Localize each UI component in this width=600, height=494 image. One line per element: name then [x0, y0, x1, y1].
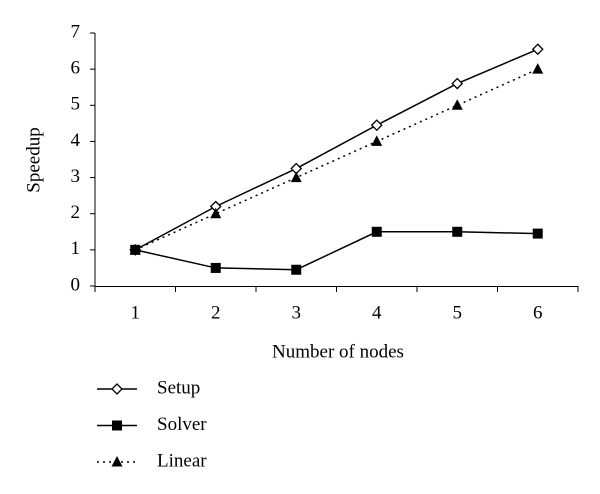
marker [451, 99, 463, 110]
series-line [135, 231, 538, 271]
x-tick-label: 6 [533, 302, 543, 323]
marker [129, 243, 141, 255]
marker [451, 77, 464, 90]
legend-label: Solver [157, 414, 207, 435]
x-tick-label: 3 [292, 302, 302, 323]
legend-label: Linear [157, 450, 207, 471]
y-tick-label: 5 [71, 94, 81, 115]
marker [532, 228, 543, 239]
marker [371, 226, 382, 237]
marker [532, 63, 544, 74]
series-line [134, 68, 539, 251]
marker [210, 262, 221, 273]
marker [371, 135, 383, 146]
x-tick-label: 5 [453, 302, 463, 323]
marker [290, 171, 302, 183]
y-tick-label: 2 [71, 202, 81, 223]
marker [210, 207, 222, 219]
marker [112, 420, 122, 431]
marker [111, 383, 123, 395]
series-line [134, 48, 539, 251]
y-tick-label: 1 [71, 238, 81, 259]
marker [531, 43, 544, 56]
x-axis-label: Number of nodes [272, 341, 404, 362]
x-tick-label: 1 [131, 302, 141, 323]
legend-label: Setup [157, 377, 200, 398]
x-tick-label: 4 [372, 302, 382, 323]
marker [370, 119, 383, 132]
y-tick-label: 0 [71, 274, 81, 295]
marker [291, 264, 302, 275]
y-axis-label: Speedup [23, 127, 44, 192]
y-tick-label: 7 [71, 21, 81, 42]
y-tick-label: 6 [71, 58, 81, 79]
x-tick-label: 2 [211, 302, 221, 323]
y-tick-label: 4 [71, 130, 81, 151]
marker [111, 456, 123, 467]
y-tick-label: 3 [71, 166, 81, 187]
marker [452, 226, 463, 237]
